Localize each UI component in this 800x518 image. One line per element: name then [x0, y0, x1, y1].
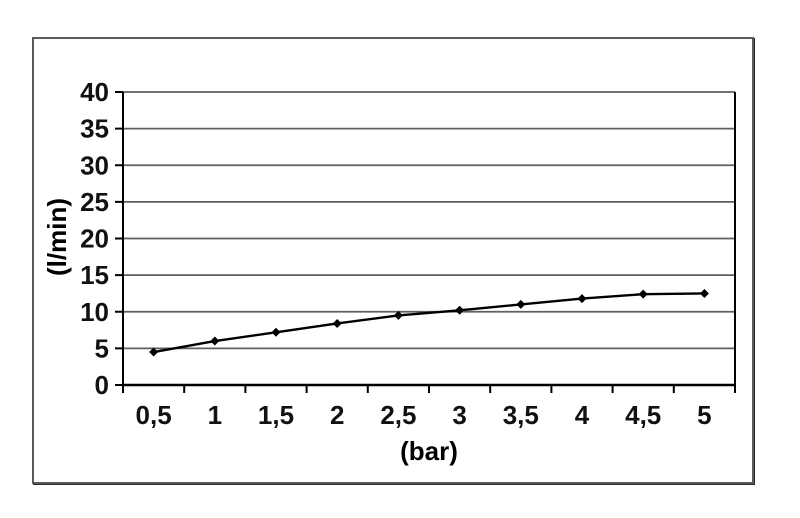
data-point-marker: [271, 327, 281, 337]
x-tick-label: 2: [330, 400, 344, 430]
data-point-marker: [149, 347, 159, 357]
x-tick-label: 2,5: [380, 400, 416, 430]
y-tick-label: 10: [80, 297, 109, 327]
x-tick-label: 5: [697, 400, 711, 430]
data-point-marker: [332, 318, 342, 328]
data-point-marker: [577, 294, 587, 304]
x-tick-label: 0,5: [136, 400, 172, 430]
y-tick-label: 30: [80, 150, 109, 180]
data-point-marker: [638, 289, 648, 299]
data-point-marker: [516, 299, 526, 309]
x-tick-label: 1,5: [258, 400, 294, 430]
data-point-marker: [210, 336, 220, 346]
x-tick-label: 4: [575, 400, 590, 430]
series-line: [153, 292, 705, 354]
x-tick-label: 3: [452, 400, 466, 430]
chart-frame: 0 5 10 15 20 25 30 35 40 0,5 1 1,5 2 2,5 3 3,5 4 4,5 5 (ba…: [32, 37, 754, 484]
y-axis-label: (l/min): [42, 198, 72, 276]
y-tick-label: 35: [80, 114, 109, 144]
line-chart: 0 5 10 15 20 25 30 35 40 0,5 1 1,5 2 2,5 3 3,5 4 4,5 5 (ba…: [42, 77, 736, 466]
x-axis-label: (bar): [400, 436, 458, 466]
y-tick-label: 0: [95, 370, 109, 400]
y-tick-label: 20: [80, 224, 109, 254]
data-point-marker: [393, 310, 403, 320]
y-tick-label: 5: [95, 333, 109, 363]
data-point-marker: [455, 305, 465, 315]
x-tick-label: 4,5: [625, 400, 661, 430]
x-tick-label: 1: [208, 400, 222, 430]
y-tick-label: 40: [80, 77, 109, 107]
y-tick-label: 15: [80, 260, 109, 290]
data-point-marker: [699, 288, 709, 298]
x-tick-label: 3,5: [503, 400, 539, 430]
y-tick-label: 25: [80, 187, 109, 217]
